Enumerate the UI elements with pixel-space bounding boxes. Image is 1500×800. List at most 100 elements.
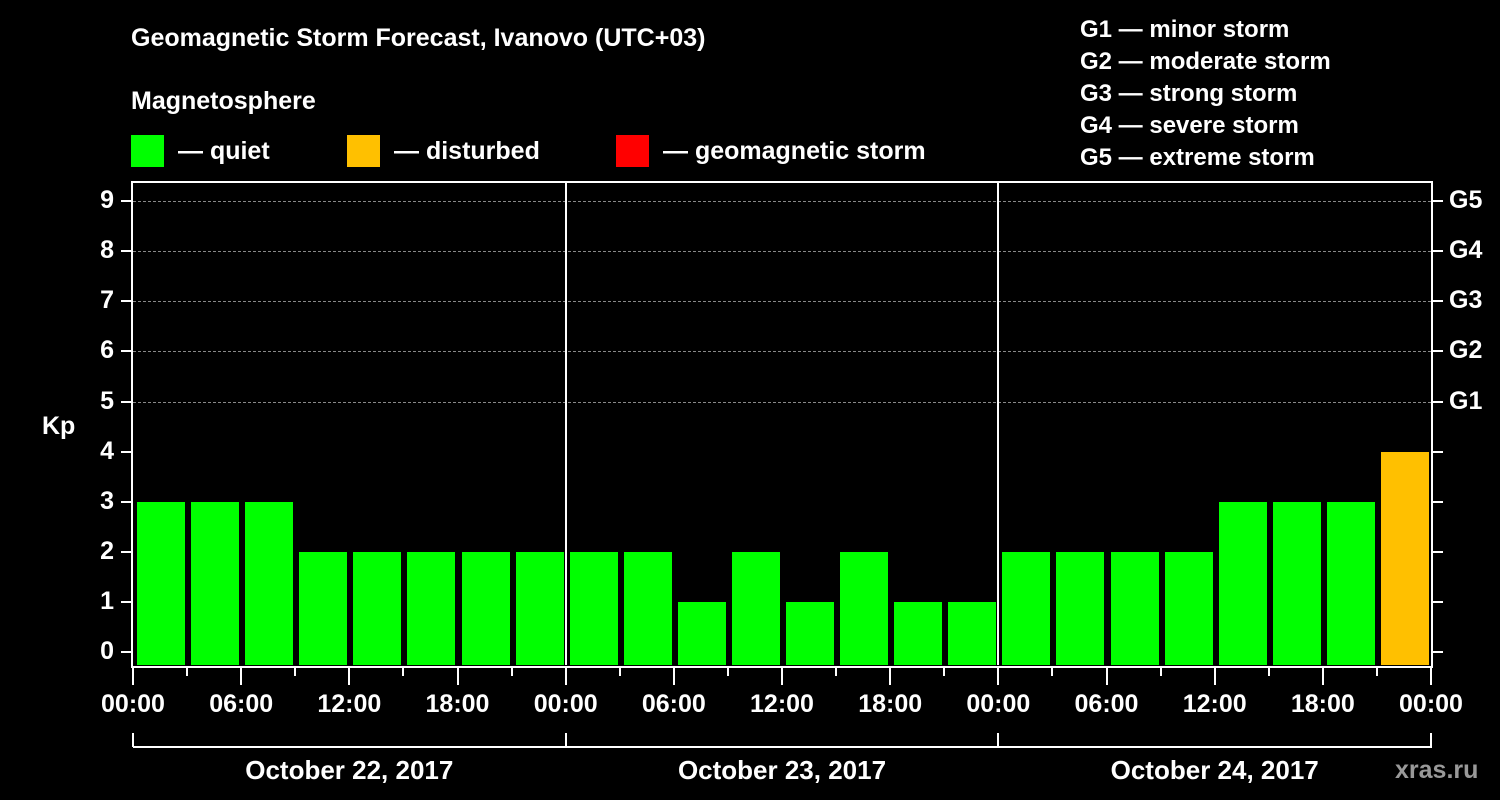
right-y-tick <box>1433 300 1443 302</box>
kp-bar[interactable] <box>353 551 402 665</box>
x-major-tick <box>240 668 243 685</box>
storm-level-label: G1 <box>1449 387 1483 415</box>
kp-bar[interactable] <box>731 551 780 665</box>
right-y-tick <box>1433 651 1443 653</box>
x-major-tick <box>132 668 134 685</box>
x-minor-tick <box>402 668 405 676</box>
storm-swatch <box>616 135 649 167</box>
x-minor-tick <box>186 668 189 676</box>
x-tick-label: 12:00 <box>317 690 382 718</box>
kp-bar[interactable] <box>299 551 348 665</box>
quiet-swatch <box>131 135 164 167</box>
x-major-tick <box>1105 668 1108 685</box>
kp-bar[interactable] <box>1110 551 1159 665</box>
day-bracket-line <box>133 746 1432 748</box>
x-tick-label: 00:00 <box>533 690 598 718</box>
kp-bar[interactable] <box>461 551 510 665</box>
x-tick-label: 00:00 <box>101 690 165 718</box>
gridline <box>133 251 1431 252</box>
x-minor-tick <box>1159 668 1162 676</box>
storm-level-label: G2 <box>1449 336 1483 364</box>
legend-heading: Magnetosphere <box>131 87 316 115</box>
kp-bar[interactable] <box>1326 501 1375 665</box>
right-y-tick <box>1433 350 1443 352</box>
kp-bar[interactable] <box>1002 551 1051 665</box>
x-major-tick <box>1321 668 1324 685</box>
storm-level-label: G4 <box>1449 236 1483 264</box>
y-tick <box>121 601 131 603</box>
y-tick-label: 7 <box>100 286 114 314</box>
gridline <box>133 201 1431 202</box>
y-tick <box>121 501 131 503</box>
gridline <box>133 301 1431 302</box>
y-tick-label: 6 <box>100 336 114 364</box>
kp-bar[interactable] <box>1380 451 1429 665</box>
kp-bar[interactable] <box>786 601 835 665</box>
y-tick <box>121 651 131 653</box>
kp-bar[interactable] <box>1218 501 1267 665</box>
kp-bar[interactable] <box>407 551 456 665</box>
day-bracket-tick <box>564 733 567 747</box>
y-tick <box>121 451 131 453</box>
kp-bar[interactable] <box>1056 551 1105 665</box>
x-minor-tick <box>510 668 513 676</box>
x-major-tick <box>997 668 1000 685</box>
storm-scale-g1: G1 — minor storm <box>1080 16 1290 43</box>
right-y-tick <box>1433 451 1443 453</box>
y-tick-label: 2 <box>100 537 114 565</box>
plot-frame <box>131 181 1433 668</box>
y-tick-label: 4 <box>100 437 114 465</box>
day-separator <box>997 183 1000 665</box>
x-major-tick <box>456 668 459 685</box>
kp-bar[interactable] <box>948 601 997 665</box>
disturbed-swatch <box>347 135 380 167</box>
x-major-tick <box>348 668 351 685</box>
kp-bar[interactable] <box>191 501 240 665</box>
x-minor-tick <box>1375 668 1378 676</box>
kp-bar[interactable] <box>245 501 294 665</box>
day-label: October 22, 2017 <box>245 755 454 785</box>
right-y-tick <box>1433 401 1443 403</box>
x-tick-label: 00:00 <box>1399 690 1463 718</box>
y-tick-label: 5 <box>100 387 114 415</box>
x-tick-label: 06:00 <box>1074 690 1139 718</box>
x-minor-tick <box>1267 668 1270 676</box>
storm-scale-g3: G3 — strong storm <box>1080 80 1298 107</box>
kp-bar[interactable] <box>515 551 564 665</box>
kp-bar[interactable] <box>137 501 186 665</box>
x-tick-label: 06:00 <box>641 690 706 718</box>
x-major-tick <box>1430 668 1432 685</box>
x-tick-label: 06:00 <box>209 690 274 718</box>
kp-bar[interactable] <box>840 551 889 665</box>
y-tick <box>121 350 131 352</box>
right-y-tick <box>1433 501 1443 503</box>
y-tick <box>121 551 131 553</box>
x-tick-label: 18:00 <box>858 690 923 718</box>
x-tick-label: 12:00 <box>1182 690 1247 718</box>
y-tick-label: 0 <box>100 637 114 665</box>
storm-scale-g2: G2 — moderate storm <box>1080 48 1331 75</box>
kp-bar[interactable] <box>1272 501 1321 665</box>
legend-item-quiet: — quiet <box>131 134 270 168</box>
storm-scale-g4: G4 — severe storm <box>1080 112 1299 139</box>
storm-level-label: G5 <box>1449 186 1483 214</box>
day-label: October 24, 2017 <box>1110 755 1319 785</box>
gridline <box>133 351 1431 352</box>
storm-level-label: G3 <box>1449 286 1483 314</box>
x-minor-tick <box>726 668 729 676</box>
kp-bar[interactable] <box>677 601 726 665</box>
kp-bar[interactable] <box>623 551 672 665</box>
storm-scale-legend: G1 — minor storm G2 — moderate storm G3 … <box>1080 14 1331 174</box>
x-major-tick <box>564 668 567 685</box>
right-y-tick <box>1433 601 1443 603</box>
kp-bar[interactable] <box>1164 551 1213 665</box>
y-tick-label: 3 <box>100 487 114 515</box>
x-tick-label: 18:00 <box>1290 690 1355 718</box>
credit-text: xras.ru <box>1395 756 1479 784</box>
kp-bar[interactable] <box>569 551 618 665</box>
kp-bar[interactable] <box>894 601 943 665</box>
x-major-tick <box>672 668 675 685</box>
day-separator <box>564 183 567 665</box>
x-major-tick <box>889 668 892 685</box>
day-bracket-tick <box>132 733 134 747</box>
